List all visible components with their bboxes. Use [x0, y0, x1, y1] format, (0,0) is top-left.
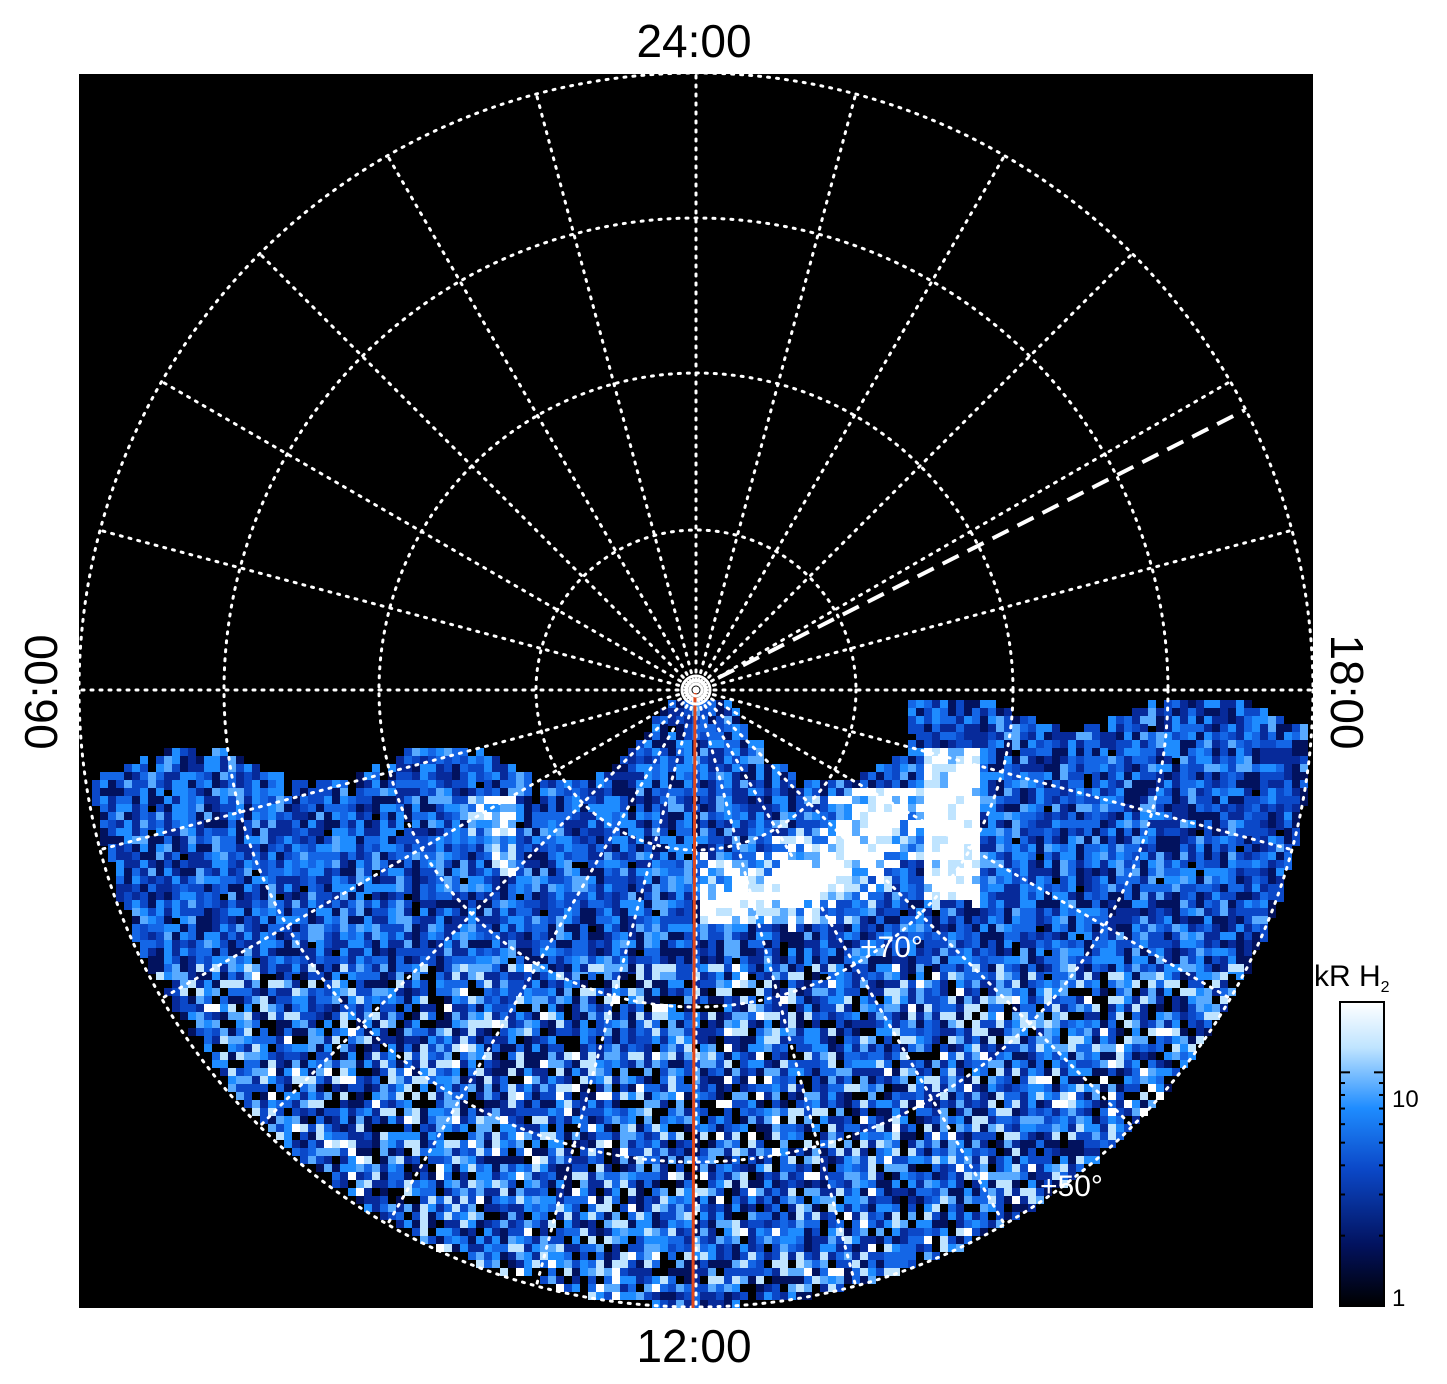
- colorbar-tick-label-1: 1: [1392, 1285, 1405, 1312]
- pole-marker-outer: [680, 674, 712, 706]
- noon-meridian-line: [691, 692, 697, 1309]
- pole-marker-inner: [688, 682, 704, 698]
- latitude-circle: [222, 216, 1170, 1164]
- local-time-label-right: 18:00: [1321, 634, 1373, 749]
- polar-grid: [79, 74, 1313, 1308]
- latitude-label-70: +70°: [860, 931, 923, 964]
- dashed-reference-line: [717, 408, 1246, 680]
- local-time-label-top: 24:00: [636, 15, 751, 67]
- colorbar: kR H2 1 10: [1314, 960, 1419, 1312]
- latitude-label-50: +50°: [1040, 1170, 1103, 1203]
- local-time-label-left: 06:00: [15, 634, 67, 749]
- local-time-label-bottom: 12:00: [636, 1320, 751, 1372]
- colorbar-title: kR H2: [1314, 960, 1390, 996]
- colorbar-gradient: [1339, 1001, 1385, 1307]
- latitude-circle: [534, 528, 858, 852]
- colorbar-tick-label-10: 10: [1392, 1086, 1419, 1113]
